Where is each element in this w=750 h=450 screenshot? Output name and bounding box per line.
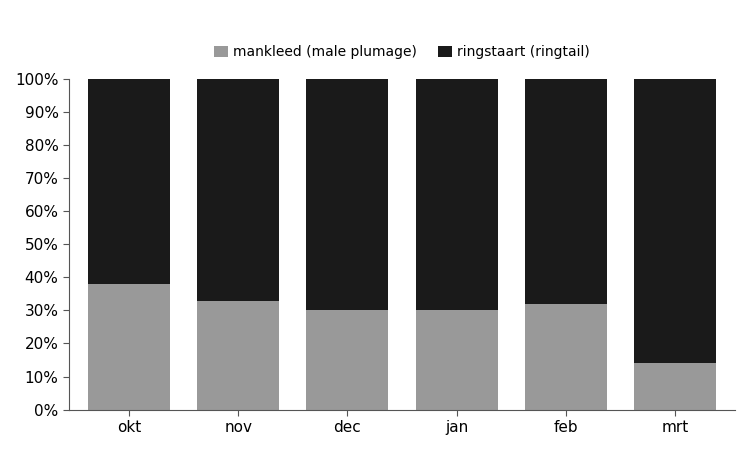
Bar [197,79,279,301]
Bar [634,79,716,363]
Bar [197,301,279,410]
Bar [307,79,388,310]
Bar [525,79,607,304]
Bar [634,363,716,410]
Bar [88,284,170,410]
Bar [416,79,497,310]
Legend: mankleed (male plumage), ringstaart (ringtail): mankleed (male plumage), ringstaart (rin… [209,40,596,65]
Bar [416,310,497,410]
Bar [525,304,607,410]
Bar [88,79,170,284]
Bar [307,310,388,410]
